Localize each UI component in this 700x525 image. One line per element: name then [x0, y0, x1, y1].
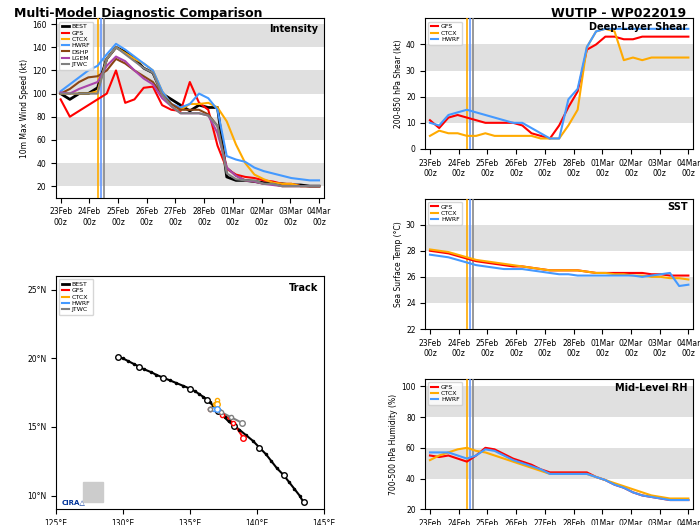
Text: Track: Track	[289, 283, 318, 293]
Y-axis label: Sea Surface Temp (°C): Sea Surface Temp (°C)	[394, 221, 403, 307]
Bar	[426, 277, 693, 303]
Bar	[56, 163, 323, 186]
Polygon shape	[83, 482, 103, 502]
Bar	[426, 45, 693, 70]
Bar	[426, 225, 693, 251]
Bar	[56, 24, 323, 47]
Text: CIRA△: CIRA△	[62, 499, 85, 505]
Bar	[426, 386, 693, 417]
Legend: GFS, CTCX, HWRF: GFS, CTCX, HWRF	[428, 22, 462, 45]
Text: WUTIP - WP022019: WUTIP - WP022019	[551, 7, 686, 20]
Text: Intensity: Intensity	[270, 24, 318, 34]
Legend: GFS, CTCX, HWRF: GFS, CTCX, HWRF	[428, 382, 462, 405]
Y-axis label: 200-850 hPa Shear (kt): 200-850 hPa Shear (kt)	[394, 39, 403, 128]
Bar	[426, 448, 693, 478]
Text: Multi-Model Diagnostic Comparison: Multi-Model Diagnostic Comparison	[14, 7, 262, 20]
Bar	[56, 117, 323, 140]
Y-axis label: 700-500 hPa Humidity (%): 700-500 hPa Humidity (%)	[389, 393, 398, 495]
Legend: BEST, GFS, CTCX, HWRF, JTWC: BEST, GFS, CTCX, HWRF, JTWC	[59, 279, 93, 315]
Y-axis label: 10m Max Wind Speed (kt): 10m Max Wind Speed (kt)	[20, 58, 29, 158]
Bar	[426, 97, 693, 123]
Legend: BEST, GFS, CTCX, HWRF, DSHP, LGEM, JTWC: BEST, GFS, CTCX, HWRF, DSHP, LGEM, JTWC	[59, 22, 93, 70]
Text: Mid-Level RH: Mid-Level RH	[615, 383, 687, 393]
Text: Deep-Layer Shear: Deep-Layer Shear	[589, 22, 687, 33]
Text: SST: SST	[667, 203, 687, 213]
Legend: GFS, CTCX, HWRF: GFS, CTCX, HWRF	[428, 202, 462, 225]
Bar	[56, 70, 323, 93]
